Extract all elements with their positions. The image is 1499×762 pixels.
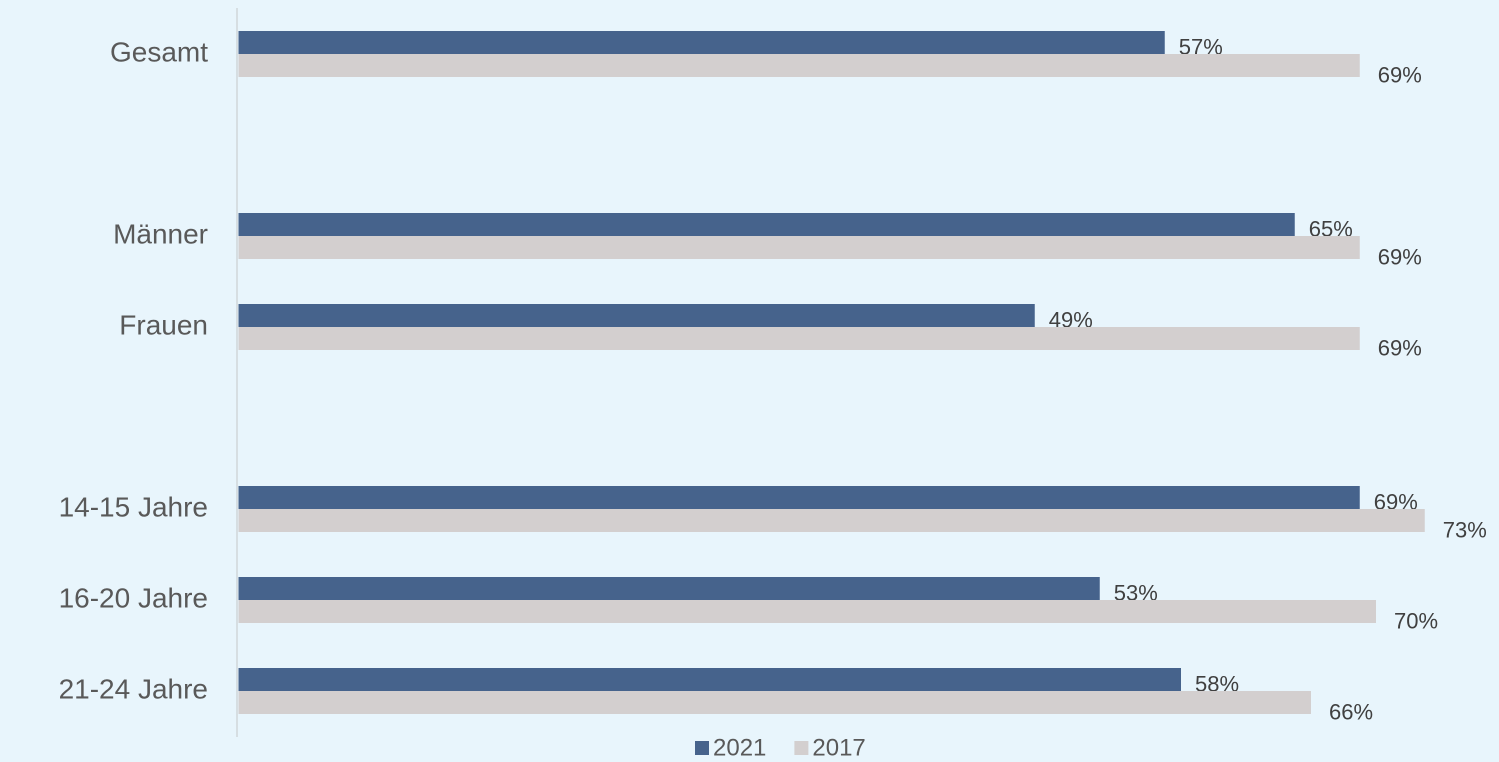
value-label: 70% bbox=[1394, 608, 1438, 633]
value-label: 69% bbox=[1378, 335, 1422, 360]
category-label: 21-24 Jahre bbox=[59, 673, 208, 704]
value-label: 73% bbox=[1443, 517, 1487, 542]
bar bbox=[238, 509, 1425, 532]
bar bbox=[238, 327, 1360, 350]
legend-label: 2017 bbox=[812, 734, 865, 761]
value-label: 69% bbox=[1378, 62, 1422, 87]
bar bbox=[238, 600, 1376, 623]
category-label: Frauen bbox=[119, 309, 208, 340]
bar bbox=[238, 304, 1035, 327]
bar bbox=[238, 691, 1311, 714]
value-label: 69% bbox=[1378, 244, 1422, 269]
category-label: Gesamt bbox=[110, 36, 208, 67]
bar bbox=[238, 486, 1360, 509]
legend-label: 2021 bbox=[713, 734, 766, 761]
value-label: 66% bbox=[1329, 699, 1373, 724]
legend-swatch bbox=[794, 741, 809, 755]
category-label: Männer bbox=[113, 218, 208, 249]
category-label: 14-15 Jahre bbox=[59, 491, 208, 522]
bar bbox=[238, 54, 1360, 77]
bar bbox=[238, 668, 1181, 691]
bar bbox=[238, 213, 1295, 236]
bar bbox=[238, 577, 1100, 600]
legend-swatch bbox=[695, 741, 709, 755]
bar bbox=[238, 31, 1165, 54]
category-label: 16-20 Jahre bbox=[59, 582, 208, 613]
bar bbox=[238, 236, 1360, 259]
